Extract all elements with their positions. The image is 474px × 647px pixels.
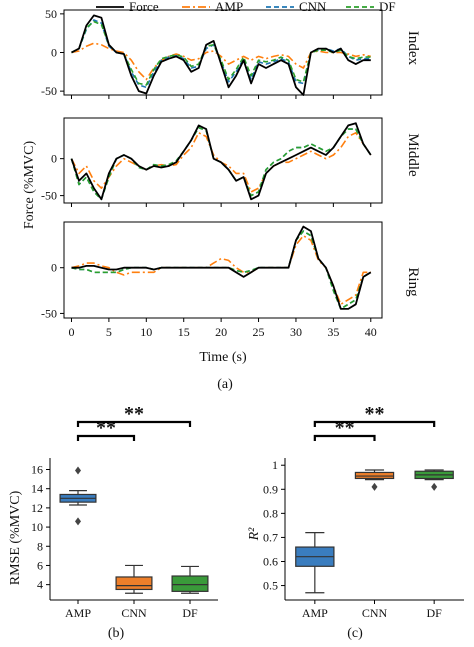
box-df (414, 469, 454, 491)
y-tick-label: 16 (31, 463, 43, 477)
x-tick-label: 15 (178, 325, 190, 339)
y-tick-label: -50 (41, 84, 57, 98)
y-tick-label: -50 (41, 189, 57, 203)
y-tick-label: 12 (31, 501, 43, 515)
x-tick-label: DF (426, 606, 442, 620)
r2-y-axis-title: R² (247, 527, 262, 542)
outlier-marker (371, 482, 378, 491)
y-tick-label: 8 (37, 539, 43, 553)
y-tick-label: 0 (51, 152, 57, 166)
panel-middle: -50 0 Middle (41, 117, 421, 207)
box-body (354, 471, 395, 480)
y-tick-label: 0 (51, 46, 57, 60)
panel-ring: -50 0 0 5 10 15 20 25 30 35 40 Ring (41, 221, 421, 339)
outlier-marker (75, 517, 81, 526)
x-tick-label: DF (182, 606, 198, 620)
significance-bracket (313, 434, 376, 441)
plot-frame (63, 117, 383, 204)
outlier-marker (431, 482, 438, 491)
x-tick-label: 5 (106, 325, 112, 339)
r2-boxplot: R² (c) 0.5 0.6 0.7 0.8 0.9 1 AMP CNN DF ** ** (247, 403, 464, 641)
x-tick-label: 40 (365, 325, 377, 339)
series-force (71, 14, 371, 96)
box-amp (59, 466, 97, 526)
panel-label-c: (c) (347, 626, 363, 641)
box-body (171, 575, 209, 592)
y-tick-label: 1 (272, 458, 278, 472)
box-cnn (115, 564, 153, 594)
legend-label-force: Force (129, 0, 159, 14)
x-tick-label: 35 (327, 325, 339, 339)
panel-label-a: (a) (217, 377, 233, 392)
x-tick-label: CNN (362, 606, 388, 620)
significance-label: ** (365, 403, 385, 425)
x-tick-label: 10 (140, 325, 152, 339)
x-tick-label: 0 (68, 325, 74, 339)
box-body (115, 576, 153, 591)
plot-frame (63, 221, 383, 319)
series-force (70, 122, 372, 201)
panel-label-index: Index (405, 31, 421, 66)
y-tick-label: 0.5 (263, 579, 278, 593)
box-cnn (354, 469, 395, 491)
y-tick-label: 6 (37, 558, 43, 572)
x-tick-label: 25 (253, 325, 265, 339)
rmse-y-axis-title: RMSE (%MVC) (8, 490, 23, 585)
panel-label-ring: Ring (405, 267, 421, 297)
significance-label: ** (124, 403, 144, 425)
significance-bracket (313, 420, 436, 427)
y-tick-label: 0 (51, 261, 57, 275)
y-tick-label: 0.6 (263, 554, 278, 568)
y-tick-label: 14 (31, 482, 43, 496)
panel-index: -50 0 50 Index (41, 7, 421, 99)
significance-bracket (76, 434, 136, 441)
rmse-boxplot: RMSE (%MVC) (b) 4 6 8 10 12 14 16 AMP CNN DF ** ** (8, 403, 218, 641)
y-tick-label: 50 (45, 7, 57, 21)
y-tick-label: 0.7 (263, 530, 278, 544)
significance-label: ** (96, 417, 116, 439)
series-force (71, 225, 372, 310)
x-tick-label: 20 (215, 325, 227, 339)
outlier-marker (75, 466, 81, 475)
plot-index: -50 0 50 (41, 7, 383, 99)
x-tick-label: 30 (290, 325, 302, 339)
plot-ring: -50 0 0 5 10 15 20 25 30 35 40 (41, 221, 383, 339)
box-df (171, 565, 209, 594)
x-tick-label: AMP (302, 606, 328, 620)
panel-label-middle: Middle (405, 133, 421, 177)
x-axis-title: Time (s) (199, 350, 247, 365)
plot-middle: -50 0 (41, 117, 383, 207)
series-cnn (71, 19, 371, 89)
y-tick-label: 0.8 (263, 506, 278, 520)
significance-label: ** (335, 417, 355, 439)
y-tick-label: -50 (41, 306, 57, 320)
panel-label-b: (b) (108, 626, 125, 641)
x-tick-label: AMP (65, 606, 91, 620)
legend: Force AMP CNN DF (96, 0, 396, 14)
box-amp (295, 532, 335, 594)
y-tick-label: 10 (31, 520, 43, 534)
series-amp (71, 42, 371, 81)
y-tick-label: 4 (37, 578, 43, 592)
legend-label-cnn: CNN (299, 0, 327, 14)
x-tick-label: CNN (121, 606, 147, 620)
significance-bracket (76, 420, 192, 427)
y-tick-label: 0.9 (263, 482, 278, 496)
legend-label-amp: AMP (215, 0, 243, 14)
y-axis-title: Force (%MVC) (22, 141, 37, 230)
legend-label-df: DF (379, 0, 396, 14)
